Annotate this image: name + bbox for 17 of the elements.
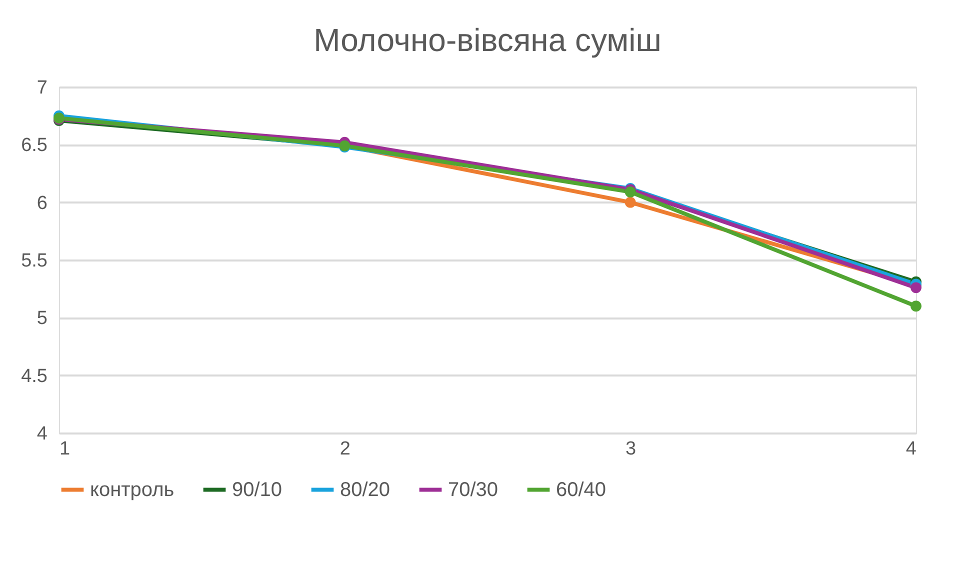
y-tick-label: 6.5 <box>21 135 48 156</box>
x-tick-label: 3 <box>626 438 636 460</box>
y-tick-label: 5.5 <box>21 250 48 272</box>
y-tick-label: 6 <box>36 192 48 214</box>
y-tick-label: 4 <box>36 424 48 444</box>
legend-label: контроль <box>90 478 174 501</box>
chart-title: Молочно-вівсяна суміш <box>314 22 662 58</box>
legend-label: 80/20 <box>340 478 390 501</box>
legend-label: 90/10 <box>232 478 282 501</box>
x-tick-label: 1 <box>60 438 70 460</box>
y-tick-label: 5 <box>36 308 48 330</box>
y-tick-label: 7 <box>36 78 48 98</box>
x-tick-label: 2 <box>340 438 350 460</box>
x-tick-label: 4 <box>906 438 917 460</box>
legend-label: 60/40 <box>556 478 606 501</box>
legend-label: 70/30 <box>448 478 498 501</box>
y-tick-label: 4.5 <box>21 366 48 387</box>
